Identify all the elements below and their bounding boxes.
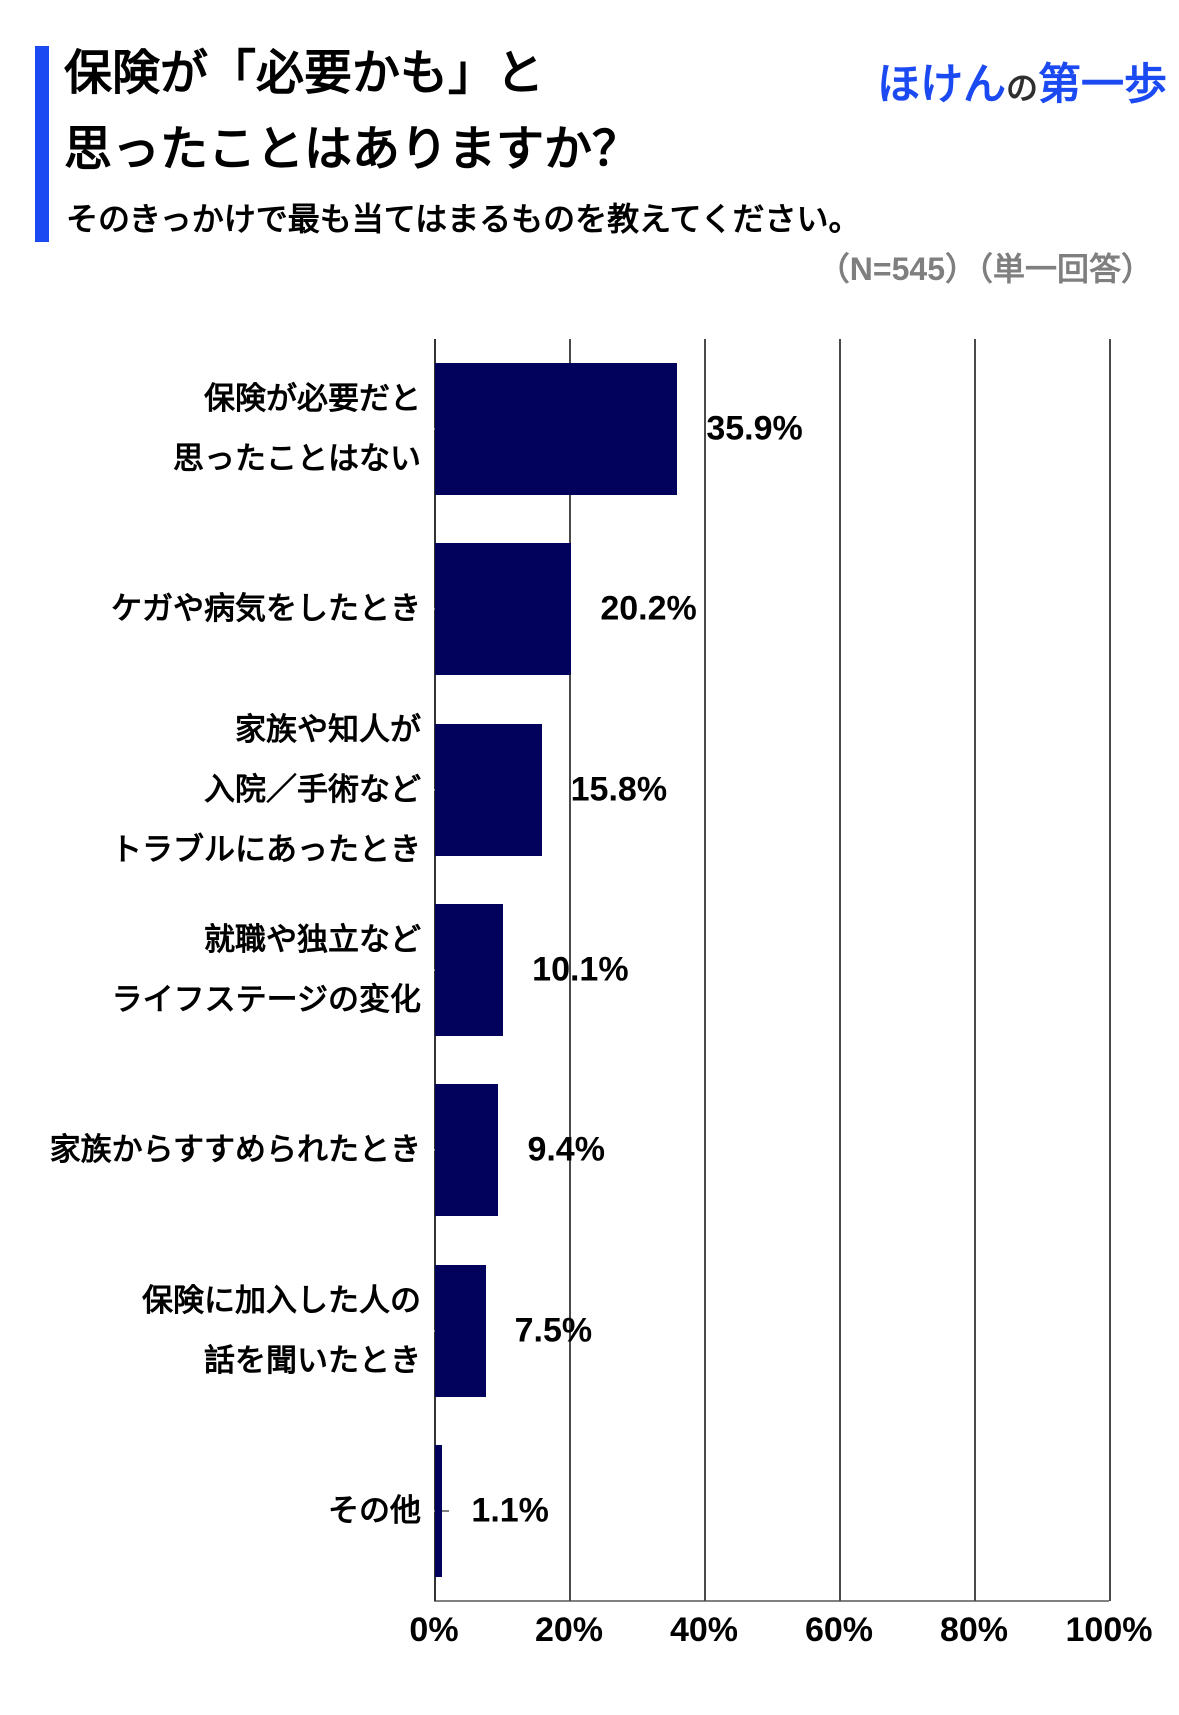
x-axis-line [434, 1599, 1109, 1602]
bar [435, 1444, 443, 1577]
value-label: 9.4% [527, 1130, 605, 1169]
brand-logo-hoken: ほけん [876, 61, 1006, 109]
page-title-line2: 思ったことはありますか？ [64, 123, 641, 176]
brand-logo: ほけんの第一歩 [877, 50, 1167, 112]
x-axis-tick-label: 40% [669, 1611, 739, 1649]
x-axis-tick-label: 80% [939, 1611, 1009, 1649]
brand-logo-no: の [1005, 70, 1038, 106]
value-label: 1.1% [471, 1491, 549, 1530]
x-axis-tick-label: 60% [804, 1611, 874, 1649]
value-label: 35.9% [706, 409, 803, 448]
gridline-40% [704, 339, 706, 1601]
category-label: その他 [328, 1492, 421, 1528]
subtitle: そのきっかけで最も当てはまるものを教えてください。 [66, 201, 861, 237]
bar [435, 363, 678, 496]
value-label: 20.2% [600, 589, 697, 628]
category-label: 家族や知人が 入院／手術など トラブルにあったとき [111, 711, 421, 867]
value-label: 15.8% [570, 770, 668, 809]
category-label: 保険が必要だと 思ったことはない [173, 381, 421, 477]
gridline-100% [1109, 339, 1111, 1601]
sample-size-note: （N=545）（単一回答） [817, 251, 1153, 287]
gridline-60% [839, 339, 841, 1601]
bar [435, 543, 572, 676]
page-title-line1: 保険が「必要かも」と [64, 47, 545, 100]
x-axis-tick-label: 100% [1065, 1611, 1153, 1649]
bar [435, 904, 504, 1036]
x-axis-tick-label: 20% [534, 1611, 604, 1649]
value-label: 7.5% [514, 1311, 593, 1350]
category-label: 家族からすすめられたとき [49, 1132, 421, 1168]
x-axis-tick-label: 0% [409, 1611, 459, 1649]
bar [435, 1264, 486, 1397]
brand-logo-daiippo: 第一歩 [1038, 61, 1167, 109]
bar [435, 1084, 499, 1217]
gridline-20% [569, 339, 571, 1601]
bar [435, 723, 542, 856]
category-label: 保険に加入した人の 話を聞いたとき [142, 1282, 421, 1378]
plot-area: 35.9% 20.2% 15.8% 10.1% 9.4% 7.5% 1.1% [434, 339, 1111, 1602]
page-title: 保険が「必要かも」と 思ったことはありますか？ [64, 36, 640, 188]
category-label: 就職や独立など ライフステージの変化 [111, 922, 421, 1017]
title-accent-bar [35, 46, 49, 242]
category-label: ケガや病気をしたとき [111, 591, 421, 627]
value-label: 10.1% [532, 950, 629, 989]
gridline-80% [974, 339, 976, 1601]
